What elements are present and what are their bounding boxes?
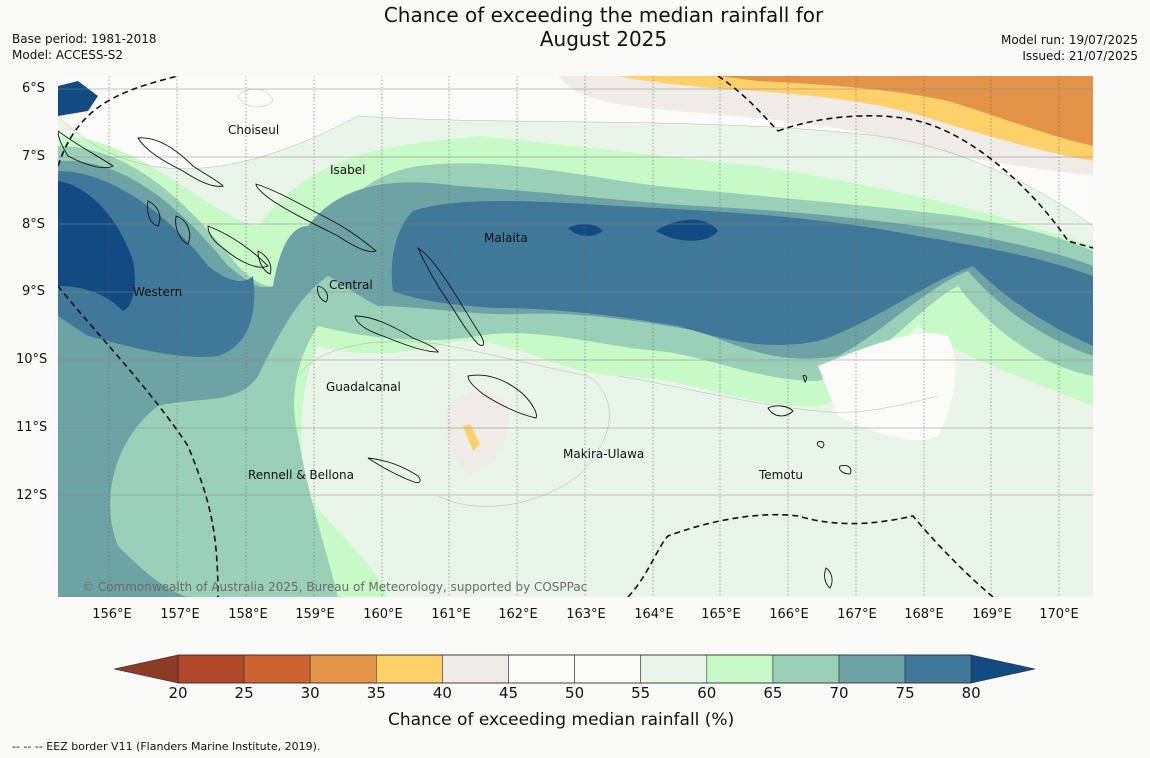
colorbar-segment xyxy=(640,654,708,684)
lat-label-9s: 9°S xyxy=(22,284,46,299)
place-choiseul: Choiseul xyxy=(228,123,280,137)
place-malaita: Malaita xyxy=(484,231,528,245)
colorbar-tick-label: 75 xyxy=(895,684,915,702)
place-isabel: Isabel xyxy=(330,163,366,177)
lon-label-163e: 163°E xyxy=(566,607,606,622)
colorbar-segment xyxy=(772,654,840,684)
lon-label-167e: 167°E xyxy=(837,607,877,622)
lon-label-158e: 158°E xyxy=(228,607,268,622)
place-central: Central xyxy=(329,278,373,292)
lon-label-170e: 170°E xyxy=(1039,607,1079,622)
colorbar-segment xyxy=(904,654,972,684)
lat-label-11s: 11°S xyxy=(16,420,48,435)
lon-label-165e: 165°E xyxy=(701,607,741,622)
colorbar-extend-low xyxy=(113,654,179,684)
lon-label-169e: 169°E xyxy=(972,607,1012,622)
lon-label-157e: 157°E xyxy=(160,607,200,622)
map-title: Chance of exceeding the median rainfall … xyxy=(0,3,1150,51)
place-guadalcanal: Guadalcanal xyxy=(326,380,401,394)
model-info: Base period: 1981-2018 Model: ACCESS-S2 xyxy=(12,31,157,63)
colorbar-tick-label: 30 xyxy=(300,684,320,702)
copyright-notice: © Commonwealth of Australia 2025, Bureau… xyxy=(82,580,588,594)
colorbar-segment xyxy=(375,654,443,684)
colorbar-tick-label: 70 xyxy=(829,684,849,702)
rainfall-map xyxy=(58,76,1093,597)
lat-label-10s: 10°S xyxy=(16,352,48,367)
colorbar-tick-label: 25 xyxy=(234,684,254,702)
colorbar-segment xyxy=(309,654,377,684)
title-line-1: Chance of exceeding the median rainfall … xyxy=(383,3,824,27)
lat-label-8s: 8°S xyxy=(22,217,46,232)
colorbar-title: Chance of exceeding median rainfall (%) xyxy=(388,710,735,730)
colorbar-tick-label: 40 xyxy=(432,684,452,702)
colorbar-segment xyxy=(243,654,311,684)
colorbar-tick-label: 65 xyxy=(763,684,783,702)
place-makira-ulawa: Makira-Ulawa xyxy=(563,447,645,461)
place-temotu: Temotu xyxy=(759,468,804,482)
colorbar-tick-label: 20 xyxy=(168,684,188,702)
colorbar-tick-label: 60 xyxy=(697,684,717,702)
lon-label-156e: 156°E xyxy=(92,607,132,622)
colorbar-tick-label: 35 xyxy=(366,684,386,702)
rainfall-contours xyxy=(58,76,1093,597)
lon-label-164e: 164°E xyxy=(634,607,674,622)
lat-label-7s: 7°S xyxy=(22,149,46,164)
place-rennell-bellona: Rennell & Bellona xyxy=(248,468,355,482)
lon-label-159e: 159°E xyxy=(295,607,335,622)
lon-label-160e: 160°E xyxy=(363,607,403,622)
colorbar xyxy=(113,654,1036,684)
run-info: Model run: 19/07/2025 Issued: 21/07/2025 xyxy=(1001,32,1138,64)
lon-label-162e: 162°E xyxy=(498,607,538,622)
colorbar-segment xyxy=(508,654,575,684)
lon-label-161e: 161°E xyxy=(431,607,471,622)
colorbar-tick-label: 45 xyxy=(498,684,519,702)
colorbar-segment xyxy=(574,654,642,684)
colorbar-extend-high xyxy=(970,654,1036,684)
colorbar-tick-label: 55 xyxy=(631,684,651,702)
model-name: Model: ACCESS-S2 xyxy=(12,48,124,62)
model-run-date: Model run: 19/07/2025 xyxy=(1000,33,1138,47)
colorbar-segment xyxy=(706,654,774,684)
title-line-2: August 2025 xyxy=(539,27,668,51)
eez-border-legend: -- -- -- EEZ border V11 (Flanders Marine… xyxy=(12,740,321,753)
colorbar-tick-label: 80 xyxy=(961,684,981,702)
place-western: Western xyxy=(133,285,183,299)
lat-label-6s: 6°S xyxy=(22,81,46,96)
issued-date: Issued: 21/07/2025 xyxy=(1022,49,1138,63)
lon-label-166e: 166°E xyxy=(769,607,809,622)
colorbar-segment xyxy=(442,654,509,684)
lon-label-168e: 168°E xyxy=(904,607,944,622)
colorbar-segment xyxy=(177,654,245,684)
lat-label-12s: 12°S xyxy=(16,488,48,503)
colorbar-tick-label: 50 xyxy=(565,684,585,702)
base-period: Base period: 1981-2018 xyxy=(12,32,157,46)
colorbar-segment xyxy=(838,654,906,684)
